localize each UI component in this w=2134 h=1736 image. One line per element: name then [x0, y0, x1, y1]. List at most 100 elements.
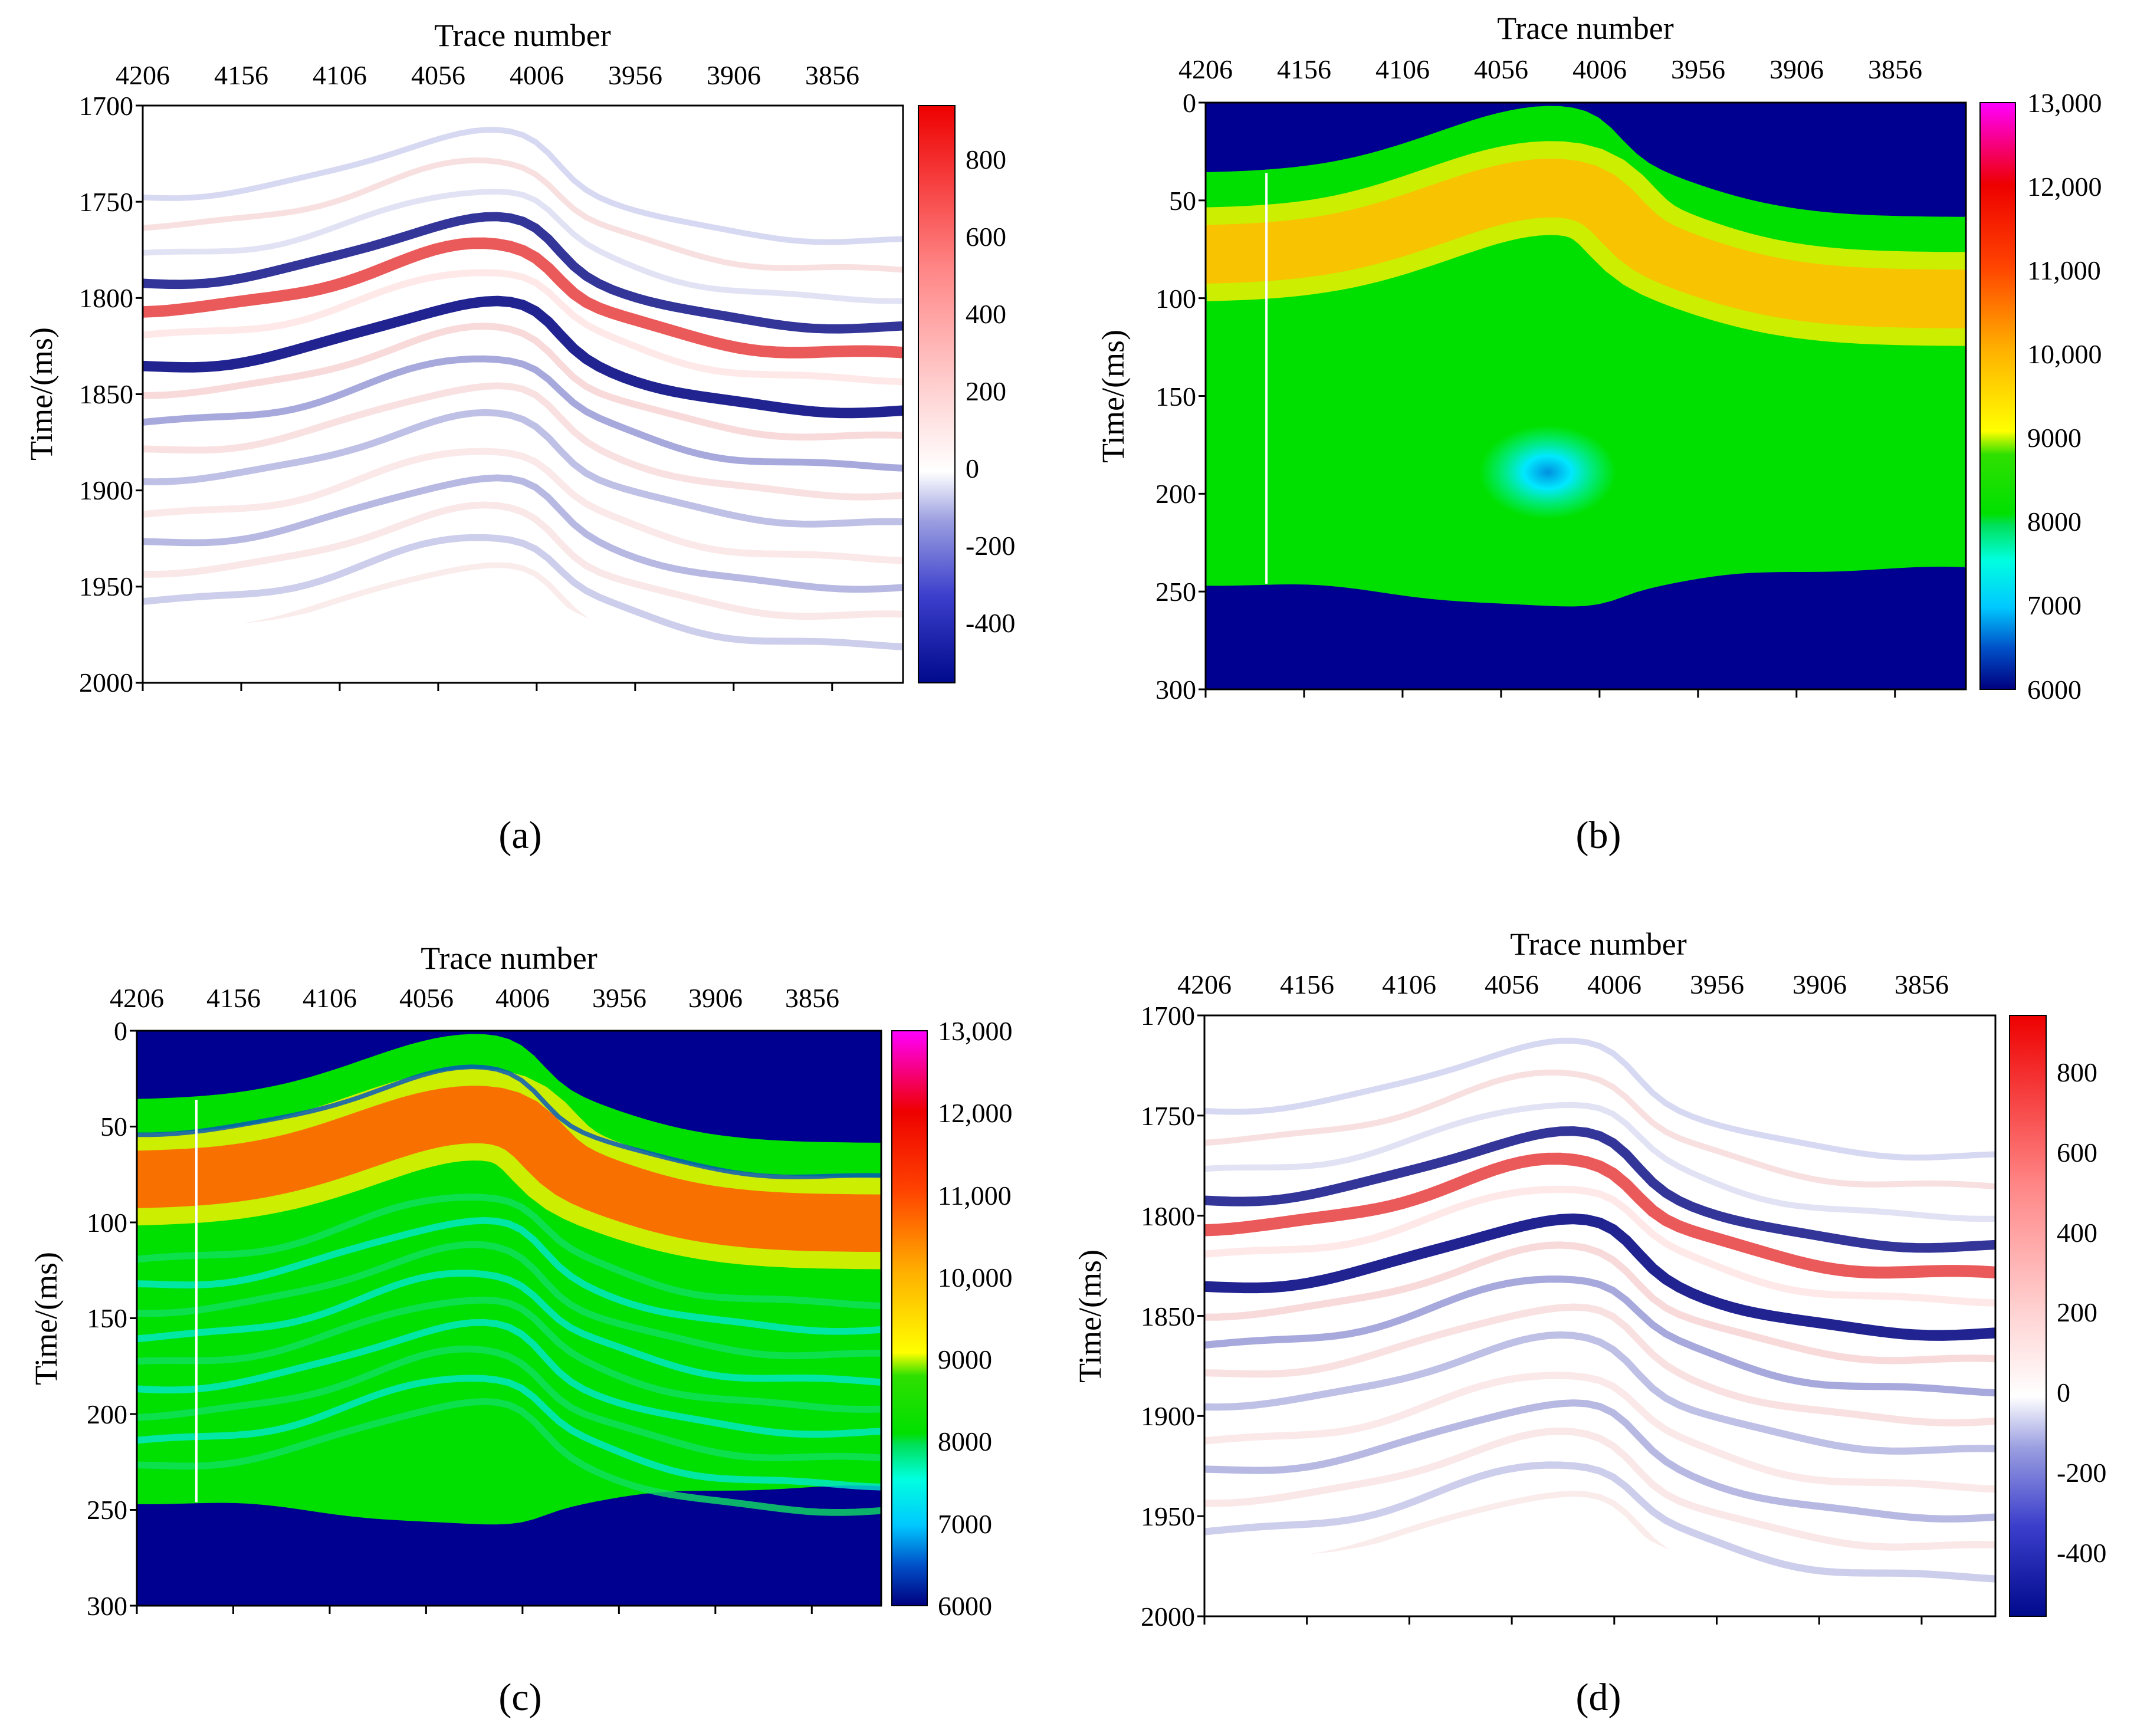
x-tick-label: 4206 — [1177, 969, 1232, 999]
y-tick-label: 150 — [87, 1303, 127, 1333]
colorbar-tick-labels: 13,000 12,000 11,000 10,000 9000 8000 70… — [938, 1016, 1013, 1621]
colorbar-tick-label: 12,000 — [938, 1098, 1013, 1128]
x-tick-label: 4056 — [1474, 54, 1528, 84]
panel-b: 4206 4156 4106 4056 4006 3956 3906 3856 … — [1095, 11, 2102, 857]
colorbar-tick-label: 7000 — [938, 1509, 992, 1539]
plot-frame — [142, 104, 904, 684]
x-axis-title: Trace number — [421, 941, 597, 976]
x-tick-label: 4156 — [214, 60, 268, 90]
y-tick-label: 50 — [1169, 186, 1196, 216]
x-tick-label: 3856 — [1895, 969, 1949, 999]
y-tick-label: 150 — [1155, 382, 1196, 412]
x-tick-label: 4056 — [411, 60, 465, 90]
colorbar — [918, 105, 956, 683]
y-tick-label: 2000 — [79, 668, 133, 698]
x-tick-label: 4156 — [1277, 54, 1331, 84]
x-tick-label: 4006 — [495, 983, 550, 1013]
y-tick-label: 2000 — [1141, 1602, 1195, 1632]
y-tick-label: 1950 — [1141, 1501, 1195, 1531]
colorbar-tick-label: 9000 — [938, 1344, 992, 1375]
plot-frame — [1204, 101, 1967, 691]
y-tick-label: 250 — [87, 1495, 127, 1525]
y-tick-label: 1850 — [79, 379, 133, 409]
x-tick-label: 3906 — [1792, 969, 1847, 999]
y-tick-label: 1900 — [1141, 1401, 1195, 1431]
x-tick-label: 4106 — [313, 60, 367, 90]
colorbar-tick-label: 7000 — [2027, 590, 2082, 620]
panel-caption: (b) — [1576, 814, 1621, 857]
plot-area — [143, 106, 903, 683]
colorbar-tick-label: 11,000 — [938, 1181, 1012, 1211]
y-tick-label: 1700 — [1141, 1001, 1195, 1031]
x-tick-label: 3906 — [688, 983, 743, 1013]
colorbar-tick-label: -400 — [2057, 1538, 2106, 1568]
x-tick-label: 3906 — [707, 60, 761, 90]
colorbar-tick-label: 0 — [2057, 1377, 2070, 1408]
y-tick-label: 1800 — [1141, 1201, 1195, 1231]
colorbar-tick-label: -200 — [966, 531, 1015, 561]
y-axis-title: Time/(ms) — [24, 327, 59, 461]
y-tick-labels: 0 50 100 150 200 250 300 — [1155, 88, 1196, 705]
colorbar-tick-label: 12,000 — [2027, 172, 2102, 202]
y-tick-labels: 1700 1750 1800 1850 1900 1950 2000 — [1141, 1001, 1195, 1632]
colorbar — [2009, 1015, 2047, 1617]
x-tick-labels: 4206 4156 4106 4056 4006 3956 3906 3856 — [1178, 54, 1922, 84]
colorbar-tick-label: 6000 — [938, 1591, 992, 1621]
x-tick-label: 4056 — [399, 983, 454, 1013]
x-tick-label: 4106 — [1382, 969, 1436, 999]
seismic-image — [1197, 1014, 1995, 1625]
y-tick-label: 0 — [1183, 88, 1196, 118]
y-axis-title: Time/(ms) — [1095, 330, 1131, 463]
x-axis-title: Trace number — [1510, 926, 1686, 962]
plot-frame — [1203, 1014, 1997, 1617]
x-tick-label: 4206 — [110, 983, 164, 1013]
x-tick-label: 4006 — [1572, 54, 1627, 84]
x-tick-label: 3906 — [1769, 54, 1824, 84]
y-tick-labels: 0 50 100 150 200 250 300 — [87, 1016, 127, 1621]
panel-caption: (a) — [498, 814, 541, 857]
x-tick-label: 3956 — [1690, 969, 1744, 999]
x-axis-title: Trace number — [434, 18, 610, 53]
panel-d: 4206 4156 4106 4056 4006 3956 3906 3856 … — [1072, 926, 2106, 1719]
y-tick-label: 1750 — [79, 187, 133, 217]
x-tick-label: 3856 — [1868, 54, 1922, 84]
y-tick-label: 100 — [1155, 284, 1196, 314]
colorbar-tick-label: -200 — [2057, 1458, 2106, 1488]
colorbar-tick-label: 9000 — [2027, 423, 2082, 453]
x-tick-label: 4106 — [303, 983, 357, 1013]
seismic-image — [136, 104, 903, 691]
colorbar-tick-label: 0 — [966, 453, 979, 484]
y-axis-title: Time/(ms) — [1072, 1250, 1108, 1383]
colorbar-tick-label: 400 — [2057, 1218, 2097, 1248]
colorbar-tick-label: -400 — [966, 608, 1015, 638]
colorbar-tick-label: 200 — [2057, 1297, 2097, 1327]
colorbar-tick-label: 10,000 — [2027, 339, 2102, 369]
colorbar-tick-labels: 800 600 400 200 0 -200 -400 — [2057, 1057, 2106, 1568]
y-axis-title: Time/(ms) — [28, 1252, 64, 1385]
colorbar-tick-label: 8000 — [938, 1426, 992, 1456]
x-tick-labels: 4206 4156 4106 4056 4006 3956 3906 3856 — [116, 60, 859, 90]
panel-c: 4206 4156 4106 4056 4006 3956 3906 3856 … — [28, 941, 1013, 1719]
velocity-image — [130, 1030, 881, 1614]
x-tick-label: 3856 — [805, 60, 859, 90]
colorbar-tick-label: 6000 — [2027, 675, 2082, 705]
plot-area — [1204, 1015, 1995, 1616]
x-tick-label: 3956 — [1671, 54, 1725, 84]
y-tick-label: 300 — [1155, 675, 1196, 705]
x-tick-label: 4206 — [116, 60, 170, 90]
colorbar-tick-label: 400 — [966, 299, 1006, 329]
y-tick-label: 200 — [1155, 479, 1196, 509]
x-tick-label: 4106 — [1375, 54, 1430, 84]
colorbar-tick-label: 600 — [2057, 1137, 2097, 1168]
x-tick-label: 4206 — [1178, 54, 1233, 84]
colorbar-tick-labels: 800 600 400 200 0 -200 -400 — [966, 144, 1015, 638]
y-tick-label: 100 — [87, 1208, 127, 1238]
velocity-image — [1199, 101, 1966, 698]
panel-a: 4206 4156 4106 4056 4006 3956 3906 3856 … — [24, 18, 1015, 857]
x-tick-labels: 4206 4156 4106 4056 4006 3956 3906 3856 — [1177, 969, 1949, 999]
x-tick-labels: 4206 4156 4106 4056 4006 3956 3906 3856 — [110, 983, 839, 1013]
x-tick-label: 4006 — [510, 60, 564, 90]
y-tick-label: 1800 — [79, 283, 133, 313]
x-tick-label: 4056 — [1485, 969, 1539, 999]
